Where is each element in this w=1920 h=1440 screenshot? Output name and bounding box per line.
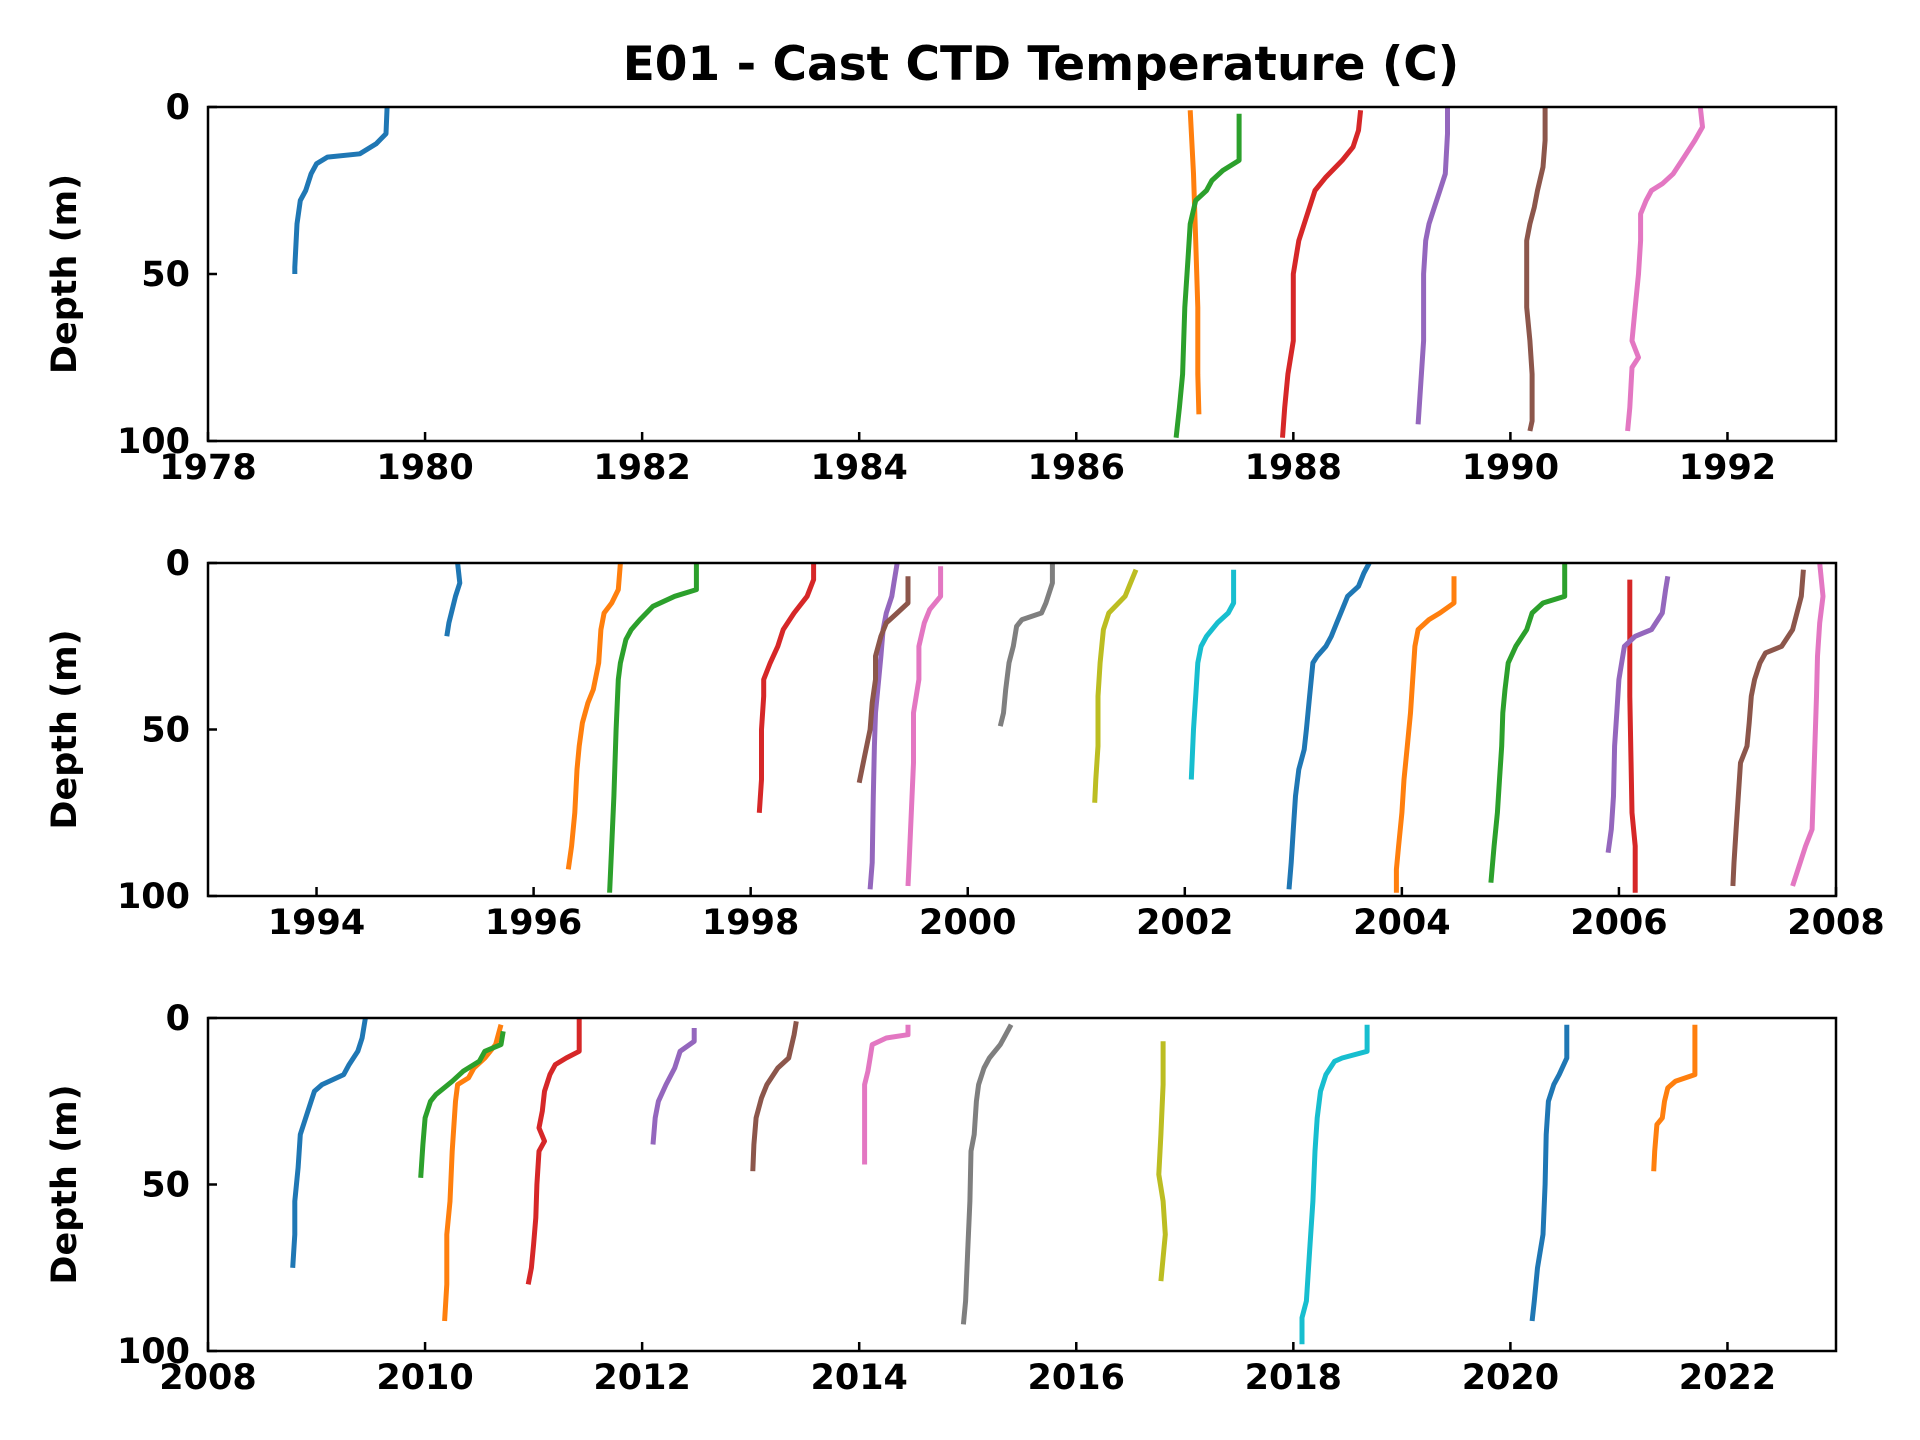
series-line-1-4 <box>1280 110 1364 438</box>
x-tick-label: 2014 <box>810 1358 907 1398</box>
x-tick-label: 2018 <box>1245 1358 1342 1398</box>
series-line-2-7 <box>905 566 944 887</box>
series-line-3-11 <box>1529 1024 1570 1322</box>
series-line-2-11 <box>1286 561 1372 890</box>
y-tick-label: 100 <box>117 1332 190 1372</box>
series-line-1-3 <box>1173 113 1242 438</box>
series-line-3-12 <box>1651 1024 1698 1172</box>
y-tick-label: 0 <box>166 544 190 584</box>
series-line-1-7 <box>1625 106 1705 432</box>
series-line-2-13 <box>1488 563 1568 883</box>
series-line-3-6 <box>750 1020 799 1172</box>
series-line-2-15 <box>1605 575 1671 854</box>
series-line-2-12 <box>1393 576 1457 893</box>
y-tick-label: 0 <box>166 88 190 128</box>
y-axis-label: Depth (m) <box>45 629 85 829</box>
y-axis-label: Depth (m) <box>45 174 85 374</box>
series-line-2-4 <box>756 563 817 813</box>
x-tick-label: 2008 <box>159 1358 256 1398</box>
series-line-2-5 <box>867 562 900 890</box>
panel-2: 1994 1996 1998 2000 2002 2004 2006 2008 0 50 100 De… <box>45 544 1885 943</box>
x-tick-label: 1980 <box>376 448 473 488</box>
y-axis-label: Depth (m) <box>45 1084 85 1284</box>
series-line-1-2 <box>1187 110 1202 415</box>
x-tick-label: 1978 <box>159 448 256 488</box>
x-tick-label: 2008 <box>1787 903 1884 943</box>
series-line-2-1 <box>444 562 463 637</box>
x-tick-label: 1998 <box>702 903 799 943</box>
chart-title: E01 - Cast CTD Temperature (C) <box>623 37 1460 92</box>
series-line-2-3 <box>607 563 699 893</box>
series-line-2-6 <box>856 576 911 784</box>
x-tick-label: 1990 <box>1462 448 1559 488</box>
panel-1: 1978 1980 1982 1984 1986 1988 1990 1992 0 50 100 De… <box>45 88 1838 488</box>
y-tick-label: 50 <box>141 255 190 295</box>
x-tick-label: 2012 <box>593 1358 690 1398</box>
series-line-3-10 <box>1299 1024 1370 1345</box>
series-line-3-7 <box>862 1024 911 1165</box>
axes-frame <box>206 105 1838 443</box>
y-tick-label: 0 <box>166 999 190 1039</box>
series-line-3-3 <box>418 1030 506 1178</box>
x-tick-label: 2004 <box>1353 903 1450 943</box>
x-tick-label: 2022 <box>1679 1358 1776 1398</box>
y-tick-label: 50 <box>141 711 190 751</box>
series-line-3-4 <box>525 1018 582 1285</box>
series-line-1-6 <box>1524 107 1548 432</box>
x-tick-label: 2010 <box>376 1358 473 1398</box>
series-line-2-2 <box>565 562 623 870</box>
y-tick-label: 100 <box>117 877 190 917</box>
x-tick-label: 2000 <box>919 903 1016 943</box>
series-line-1-1 <box>292 106 390 274</box>
series-line-2-17 <box>1790 562 1826 887</box>
series-line-2-14 <box>1627 579 1638 893</box>
x-tick-label: 1986 <box>1028 448 1125 488</box>
series-line-3-9 <box>1156 1041 1168 1282</box>
series-line-3-8 <box>960 1023 1014 1325</box>
series-line-2-9 <box>1092 568 1139 803</box>
series-line-2-16 <box>1730 569 1806 887</box>
x-tick-label: 2020 <box>1462 1358 1559 1398</box>
series-line-3-1 <box>290 1017 368 1268</box>
x-tick-label: 1994 <box>268 903 365 943</box>
x-tick-label: 1988 <box>1245 448 1342 488</box>
series-line-2-10 <box>1188 569 1237 780</box>
panels: 1978 1980 1982 1984 1986 1988 1990 1992 0 50 100 De… <box>45 88 1885 1398</box>
x-tick-label: 1996 <box>485 903 582 943</box>
x-tick-label: 2016 <box>1028 1358 1125 1398</box>
series-line-3-5 <box>650 1028 697 1145</box>
x-tick-label: 2002 <box>1136 903 1233 943</box>
y-tick-label: 100 <box>117 422 190 462</box>
x-tick-label: 1992 <box>1679 448 1776 488</box>
x-tick-label: 1984 <box>810 448 907 488</box>
series-line-2-8 <box>997 563 1055 727</box>
series-line-1-5 <box>1415 107 1450 425</box>
x-tick-label: 1982 <box>593 448 690 488</box>
x-tick-label: 2006 <box>1570 903 1667 943</box>
series-line-3-2 <box>442 1024 504 1322</box>
y-tick-label: 50 <box>141 1166 190 1206</box>
panel-3: 2008 2010 2012 2014 2016 2018 2020 2022 0 50 100 De… <box>45 999 1838 1398</box>
